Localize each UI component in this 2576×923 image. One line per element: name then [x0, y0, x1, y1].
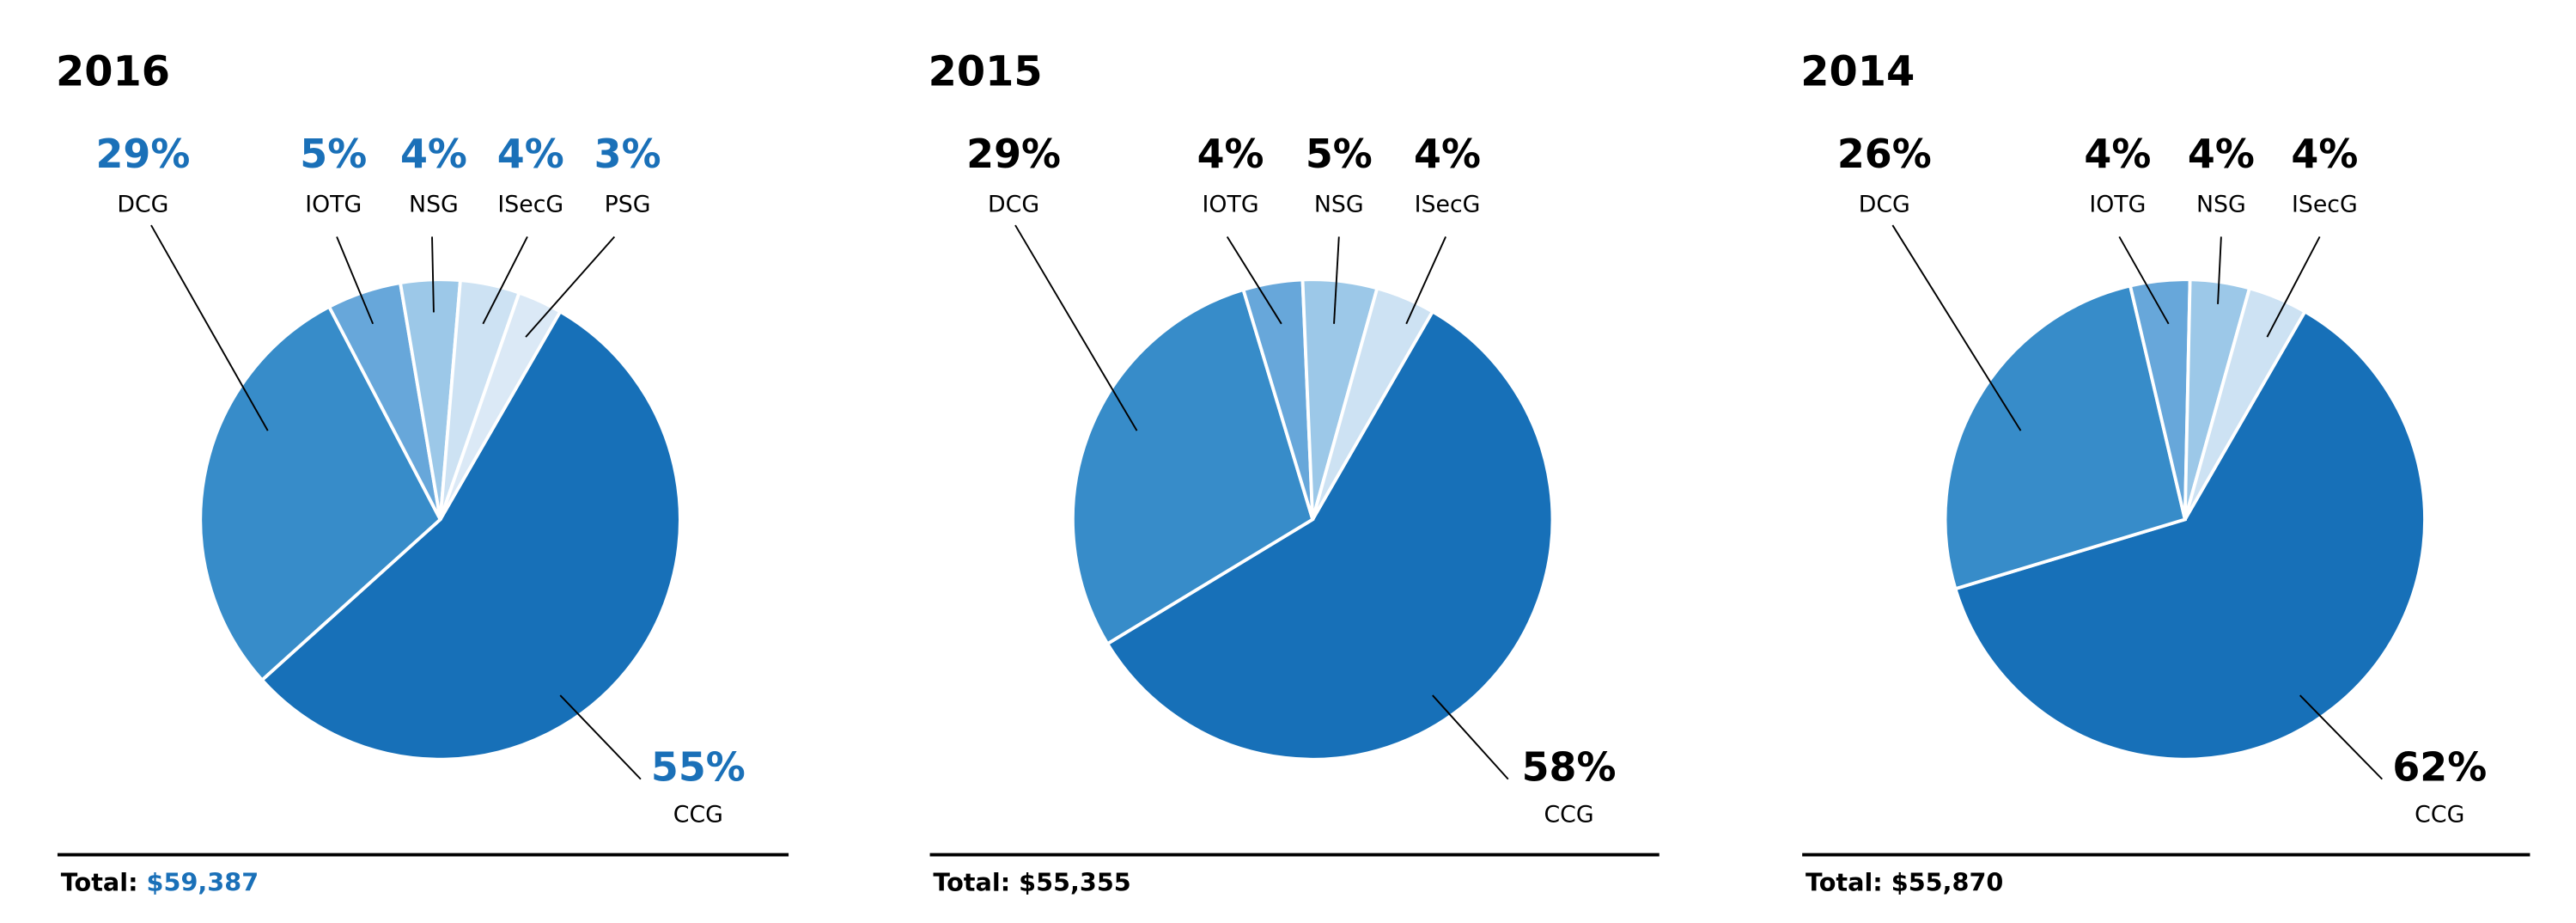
pie-panel-2014: 2014 62% CCG 26% DCG 4% IOTG 4% NSG 4% ISecG Total:…	[1800, 48, 2530, 897]
value-label-nsg: 4%	[2188, 131, 2255, 177]
value-label-ccg: 62%	[2392, 744, 2487, 791]
total-text: Total: $55,355	[933, 868, 1130, 897]
value-label-iotg: 4%	[2084, 131, 2151, 177]
value-label-nsg: 4%	[400, 131, 467, 177]
value-label-isecg: 4%	[2291, 131, 2358, 177]
leader-line-iotg	[2118, 235, 2170, 325]
category-label-isecg: ISecG	[497, 192, 563, 218]
category-label-nsg: NSG	[2196, 192, 2246, 218]
leader-line-iotg	[1226, 235, 1282, 325]
leader-line-nsg	[431, 236, 435, 313]
category-label-psg: PSG	[605, 192, 651, 218]
leader-line-isecg	[2266, 236, 2321, 338]
leader-line-psg	[525, 235, 616, 338]
category-label-ccg: CCG	[2415, 801, 2464, 828]
value-label-iotg: 5%	[300, 131, 367, 177]
category-label-isecg: ISecG	[2292, 192, 2358, 218]
pie-slice-isecg	[2183, 286, 2308, 521]
category-label-nsg: NSG	[409, 192, 459, 218]
pie-slice-ccg	[1953, 309, 2427, 761]
leader-line-isecg	[482, 236, 528, 325]
value-label-dcg: 29%	[95, 131, 190, 177]
total-value: $55,355	[1019, 868, 1131, 897]
category-label-isecg: ISecG	[1415, 192, 1481, 218]
value-label-iotg: 4%	[1197, 131, 1264, 177]
total-label: Total:	[61, 868, 147, 897]
category-label-dcg: DCG	[117, 192, 168, 218]
value-label-ccg: 58%	[1522, 744, 1617, 791]
pie-panel-2015: 2015 58% CCG 29% DCG 4% IOTG 5% NSG 4% ISecG Total:…	[929, 48, 1659, 897]
category-label-dcg: DCG	[988, 192, 1039, 218]
value-label-dcg: 26%	[1837, 131, 1932, 177]
total-text: Total: $59,387	[61, 868, 259, 897]
leader-line-dcg	[1014, 224, 1138, 431]
value-label-nsg: 5%	[1306, 131, 1373, 177]
pie-slice-dcg	[1943, 284, 2188, 591]
category-label-dcg: DCG	[1859, 192, 1910, 218]
category-label-iotg: IOTG	[2089, 192, 2146, 218]
total-value: $55,870	[1891, 868, 2004, 897]
leader-line-dcg	[150, 224, 269, 431]
leader-line-isecg	[1405, 236, 1446, 325]
leader-line-ccg	[559, 694, 642, 780]
pie-slice-dcg	[1071, 287, 1315, 646]
pie-slice-isecg	[1311, 286, 1435, 521]
leader-line-ccg	[2299, 694, 2383, 780]
chart-title: 2015	[929, 48, 1043, 95]
value-label-isecg: 4%	[497, 131, 564, 177]
value-label-isecg: 4%	[1414, 131, 1481, 177]
pie-panel-2016: 2016 55% CCG 29% DCG 5% IOTG 4% NSG 4% ISecG 3% PSG T…	[56, 48, 789, 897]
category-label-iotg: IOTG	[305, 192, 362, 218]
category-label-nsg: NSG	[1314, 192, 1364, 218]
chart-title: 2014	[1800, 48, 1915, 95]
category-label-ccg: CCG	[673, 801, 723, 828]
pie-slice-ccg	[259, 309, 682, 761]
leader-line-ccg	[1432, 694, 1509, 780]
value-label-dcg: 29%	[966, 131, 1061, 177]
total-text: Total: $55,870	[1806, 868, 2003, 897]
total-label: Total:	[1806, 868, 1891, 897]
leader-line-nsg	[2217, 236, 2222, 304]
total-value: $59,387	[147, 868, 259, 897]
value-label-ccg: 55%	[651, 744, 746, 791]
chart-title: 2016	[56, 48, 170, 95]
pie-slice-dcg	[198, 304, 442, 682]
leader-line-iotg	[336, 236, 375, 325]
leader-line-dcg	[1891, 224, 2022, 431]
leader-line-nsg	[1333, 236, 1340, 324]
value-label-psg: 3%	[594, 131, 661, 177]
pie-slice-psg	[438, 290, 563, 521]
category-label-ccg: CCG	[1544, 801, 1593, 828]
pie-slice-ccg	[1105, 309, 1555, 761]
total-label: Total:	[933, 868, 1019, 897]
category-label-iotg: IOTG	[1203, 192, 1259, 218]
